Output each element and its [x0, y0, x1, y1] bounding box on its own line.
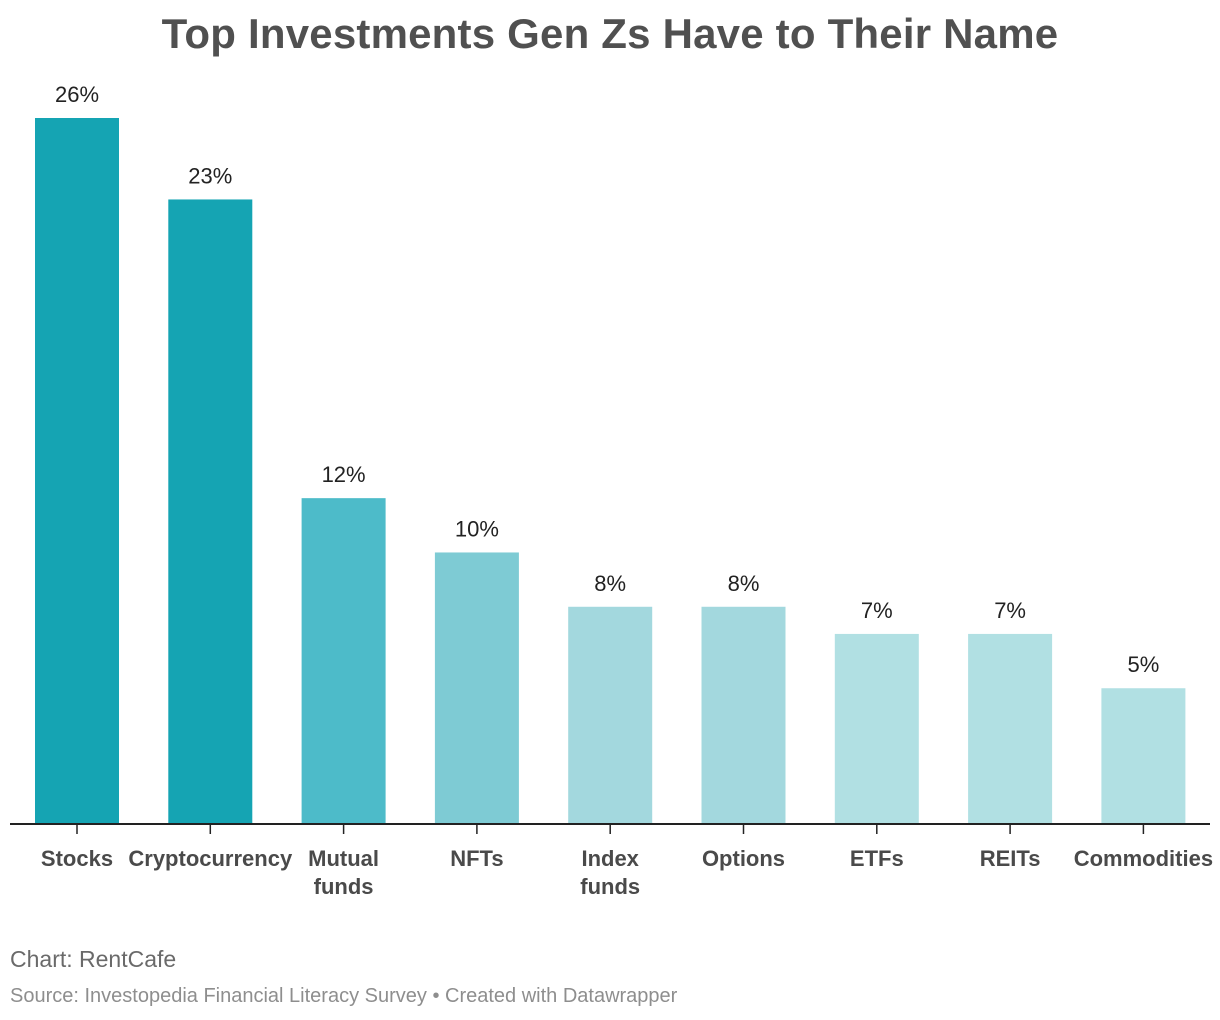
bar-mutual-funds [301, 498, 386, 824]
chart-credit: Chart: RentCafe [10, 946, 177, 972]
source-note: Source: Investopedia Financial Literacy … [10, 985, 678, 1007]
category-label-reits: REITs [980, 846, 1041, 871]
category-label-options: Options [702, 846, 785, 871]
value-labels-group: 26% 23% 12% 10% 8% 8% 7% 7% 5% [55, 82, 1159, 677]
bar-nfts [434, 552, 519, 824]
value-label-etfs: 7% [861, 598, 893, 623]
chart-title: Top Investments Gen Zs Have to Their Nam… [161, 10, 1059, 57]
x-axis-ticks [76, 824, 1145, 834]
value-label-nfts: 10% [455, 516, 499, 541]
value-label-stocks: 26% [55, 82, 99, 107]
bar-etfs [834, 633, 919, 824]
category-labels-group: Stocks Cryptocurrency Mutual funds NFTs Index… [41, 846, 1213, 899]
bar-reits [968, 633, 1053, 824]
bar-index-funds [568, 606, 653, 824]
value-label-reits: 7% [994, 598, 1026, 623]
category-label-commodities: Commodities [1074, 846, 1213, 871]
category-label-index-funds: Index funds [580, 846, 640, 899]
value-label-commodities: 5% [1128, 652, 1160, 677]
bar-commodities [1101, 688, 1186, 824]
category-label-etfs: ETFs [850, 846, 904, 871]
category-label-nfts: NFTs [450, 846, 503, 871]
bar-cryptocurrency [168, 199, 253, 824]
bar-stocks [35, 118, 119, 824]
value-label-options: 8% [728, 571, 760, 596]
category-label-mutual-funds: Mutual funds [308, 846, 379, 899]
value-label-cryptocurrency: 23% [188, 163, 232, 188]
bar-chart: 26% 23% 12% 10% 8% 8% 7% 7% 5% Stocks Cryptocurre… [10, 82, 1213, 899]
bar-options [701, 606, 786, 824]
category-label-cryptocurrency: Cryptocurrency [128, 846, 293, 871]
bars-group [35, 118, 1186, 824]
category-label-stocks: Stocks [41, 846, 113, 871]
value-label-mutual-funds: 12% [322, 462, 366, 487]
value-label-index-funds: 8% [594, 571, 626, 596]
